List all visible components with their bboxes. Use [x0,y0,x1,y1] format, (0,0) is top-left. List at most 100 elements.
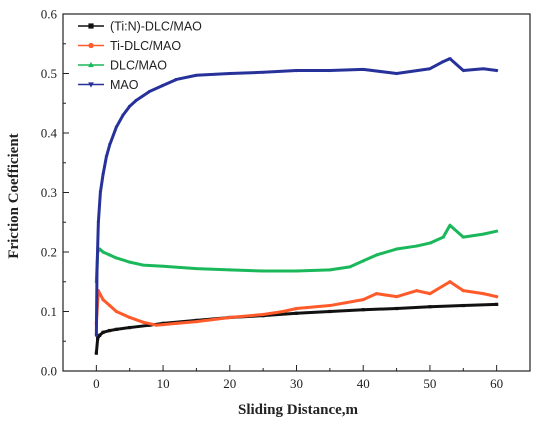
x-tick-label: 50 [423,376,436,391]
data-point [281,309,285,314]
data-point [448,280,452,284]
data-point [96,220,101,225]
data-point [128,325,132,330]
data-point [174,78,179,82]
x-tick-label: 20 [223,376,236,391]
data-point [361,298,365,302]
data-point [461,303,465,308]
data-point [394,295,399,299]
data-point [294,269,299,273]
data-point [114,256,119,260]
data-point [161,84,165,88]
series-line [94,223,499,284]
data-point [361,308,365,312]
data-point [261,71,265,75]
data-point [328,69,332,73]
y-tick-label: 0.1 [41,304,57,319]
data-point [394,306,399,311]
data-point [107,253,112,257]
y-tick-label: 0.6 [41,7,58,22]
y-tick-label: 0.3 [41,185,57,200]
data-point [98,191,103,195]
data-point [121,113,125,118]
data-point [134,98,139,103]
y-axis-title: Friction Coefficient [6,133,22,258]
data-point [361,68,365,72]
data-point [161,322,165,327]
series-dlc-mao [94,223,499,284]
legend-label: DLC/MAO [110,59,167,73]
data-point [141,263,145,267]
data-point [328,267,332,272]
legend-marker [88,23,94,29]
series-line [94,57,499,337]
data-point [428,292,432,296]
data-point [328,303,332,308]
data-point [448,223,452,227]
data-point [194,320,199,324]
data-point [194,266,199,270]
data-point [414,244,419,248]
y-tick-label: 0.2 [41,245,57,260]
data-point [441,60,446,64]
data-point [154,323,158,327]
legend-marker [88,82,94,88]
x-tick-label: 10 [157,376,170,391]
data-point [228,267,232,272]
data-point [161,264,165,268]
data-point [127,104,132,109]
x-tick-label: 40 [357,376,370,391]
data-point [481,232,486,236]
x-tick-label: 30 [290,376,303,391]
data-point [114,309,118,314]
legend: (Ti:N)-DLC/MAO Ti-DLC/MAO DLC/MAO MAO [78,20,202,92]
data-point [481,67,486,71]
series-ti-dlc-mao [94,280,499,327]
data-point [441,235,446,239]
data-point [101,330,105,334]
data-point [108,303,112,308]
data-point [261,312,265,317]
data-point [374,292,379,296]
data-point [108,328,112,333]
data-point [495,302,499,306]
data-point [294,306,299,311]
data-point [361,259,365,263]
y-tick-label: 0.5 [41,66,57,81]
data-point [428,305,432,309]
data-point [98,333,102,337]
data-point [461,289,465,293]
data-point [194,74,199,78]
data-point [328,309,332,314]
x-axis-title: Sliding Distance,m [238,402,359,418]
data-point [494,69,499,73]
series-mao [94,57,499,338]
data-point [141,320,145,324]
data-point [348,264,352,269]
data-point [494,229,499,233]
legend-marker [88,61,94,68]
data-point [394,72,399,76]
data-point [294,311,299,315]
data-point [101,250,105,254]
legend-label: (Ti:N)-DLC/MAO [110,20,202,34]
data-point [374,253,379,257]
legend-label: MAO [110,78,139,92]
y-tick-label: 0.0 [41,364,57,379]
data-point [96,336,100,340]
y-tick-label: 0.4 [41,126,58,141]
data-point [128,315,132,320]
data-point [101,173,105,177]
series-layer [94,57,499,355]
data-point [448,57,452,61]
series-line [94,302,499,355]
data-point [127,260,132,264]
data-point [107,143,112,147]
data-point [174,321,179,325]
data-point [261,269,265,273]
data-point [114,125,119,129]
legend-label: Ti-DLC/MAO [110,39,181,53]
data-point [114,327,118,331]
data-point [414,289,419,293]
